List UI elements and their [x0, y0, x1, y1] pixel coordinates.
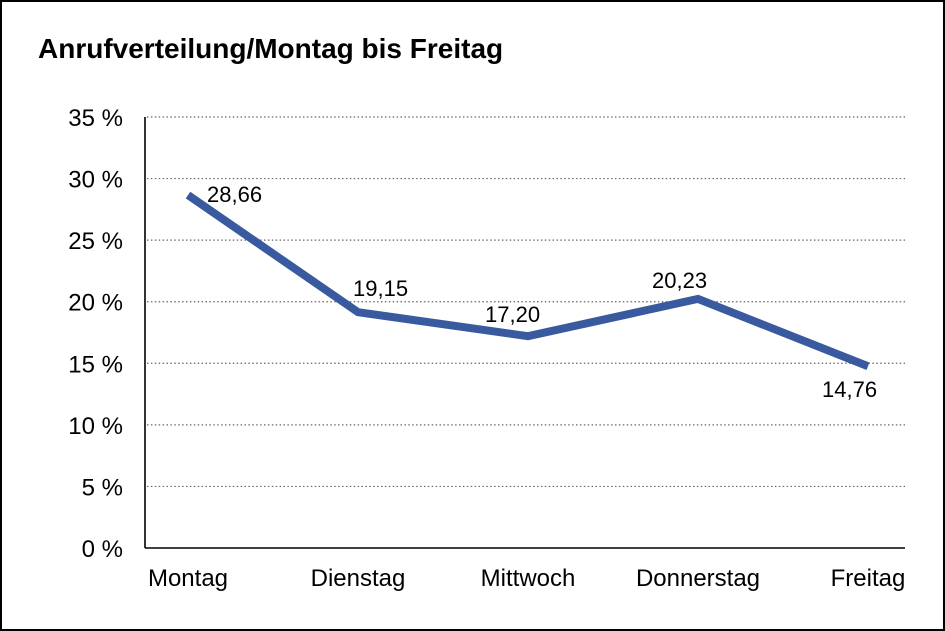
y-tick-label: 20 %	[68, 290, 123, 317]
y-tick-label: 30 %	[68, 167, 123, 194]
data-point-label: 20,23	[652, 268, 707, 293]
data-point-label: 14,76	[822, 377, 877, 402]
y-tick-label: 15 %	[68, 351, 123, 378]
y-tick-label: 10 %	[68, 413, 123, 440]
x-tick-label: Montag	[148, 565, 228, 592]
data-point-label: 28,66	[207, 182, 262, 207]
x-tick-label: Dienstag	[311, 565, 406, 592]
x-tick-label: Mittwoch	[481, 565, 576, 592]
chart-title: Anrufverteilung/Montag bis Freitag	[38, 33, 504, 64]
y-tick-label: 5 %	[82, 474, 123, 501]
data-point-label: 17,20	[485, 302, 540, 327]
x-tick-label: Donnerstag	[636, 565, 760, 592]
data-point-label: 19,15	[353, 276, 408, 301]
data-series-line	[185, 191, 870, 370]
y-tick-label: 0 %	[82, 536, 123, 563]
y-tick-label: 35 %	[68, 105, 123, 132]
y-tick-label: 25 %	[68, 228, 123, 255]
x-tick-label: Freitag	[831, 565, 906, 592]
